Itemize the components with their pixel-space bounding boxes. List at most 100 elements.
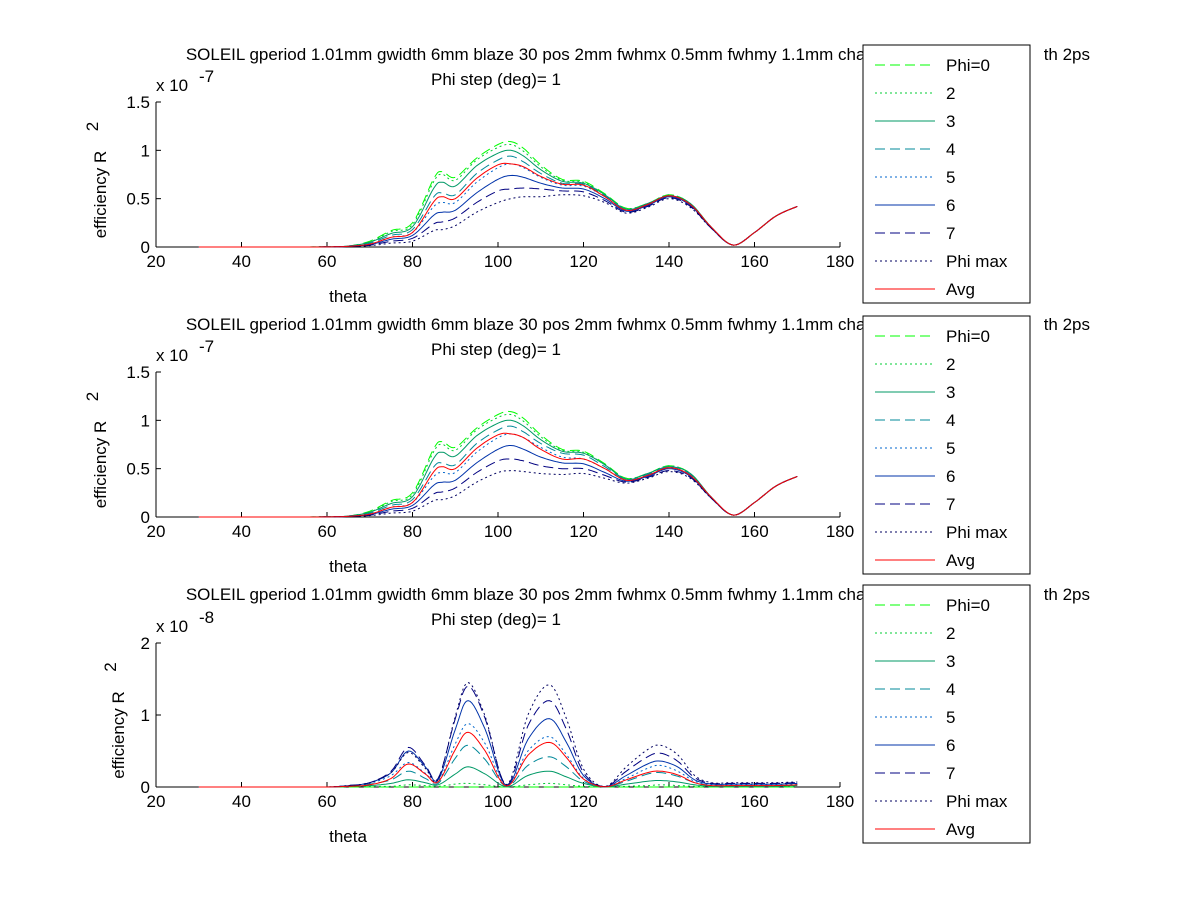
- x-tick-label: 100: [484, 522, 512, 541]
- y-axis-label-group: efficiency R 2: [83, 392, 110, 509]
- legend-label: 4: [946, 140, 955, 159]
- legend-label: Phi max: [946, 792, 1008, 811]
- legend-label: 5: [946, 439, 955, 458]
- y-axis-label-group: efficiency R 2: [83, 122, 110, 239]
- y-tick-label: 1: [141, 141, 150, 160]
- x-tick-label: 20: [147, 522, 166, 541]
- y-tick-label: 0.5: [126, 190, 150, 209]
- series-line: [198, 432, 798, 518]
- chart-subtitle: Phi step (deg)= 1: [431, 340, 561, 359]
- x-tick-label: 100: [484, 792, 512, 811]
- legend-label: 6: [946, 736, 955, 755]
- legend-label: 2: [946, 84, 955, 103]
- series-line: [198, 194, 798, 248]
- y-axis-label-sup: 2: [83, 122, 102, 131]
- plot-lines: [198, 682, 798, 788]
- series-line: [198, 187, 798, 248]
- x-axis-label: theta: [329, 827, 367, 846]
- x-tick-label: 160: [740, 792, 768, 811]
- series-line: [198, 700, 798, 788]
- legend-label: 6: [946, 196, 955, 215]
- series-line: [198, 174, 798, 248]
- legend-label: Avg: [946, 280, 975, 299]
- series-line: [198, 685, 798, 788]
- x-tick-label: 80: [403, 522, 422, 541]
- x-tick-label: 60: [318, 522, 337, 541]
- y-tick-label: 1.5: [126, 363, 150, 382]
- series-line: [198, 155, 798, 248]
- legend-label: 4: [946, 411, 955, 430]
- y-tick-label: 2: [141, 634, 150, 653]
- legend-label: 3: [946, 112, 955, 131]
- x-tick-label: 180: [826, 792, 854, 811]
- y-tick-label: 0.5: [126, 460, 150, 479]
- legend-label: 5: [946, 708, 955, 727]
- chart-subtitle: Phi step (deg)= 1: [431, 610, 561, 629]
- y-tick-label: 1.5: [126, 93, 150, 112]
- y-exponent: -7: [199, 337, 214, 356]
- y-axis-label-group: efficiency R 2: [101, 662, 128, 779]
- series-line: [198, 766, 798, 788]
- y-exponent: -8: [199, 608, 214, 627]
- chart-title-tail: th 2ps: [1044, 45, 1090, 64]
- y-tick-label: 0: [141, 508, 150, 527]
- series-line: [198, 425, 798, 518]
- legend-label: Phi=0: [946, 56, 990, 75]
- x-tick-label: 20: [147, 792, 166, 811]
- x-tick-label: 100: [484, 252, 512, 271]
- legend-box: [862, 315, 1031, 575]
- y-exponent: -7: [199, 67, 214, 86]
- legend-label: 7: [946, 764, 955, 783]
- x-tick-label: 40: [232, 252, 251, 271]
- x-tick-label: 40: [232, 522, 251, 541]
- chart-panel-1: SOLEIL gperiod 1.01mm gwidth 6mm blaze 3…: [83, 44, 1090, 306]
- series-line: [198, 458, 798, 518]
- x-axis-label: theta: [329, 557, 367, 576]
- y-multiplier: x 10: [156, 76, 188, 95]
- series-line: [198, 731, 798, 788]
- y-axis-label-sup: 2: [101, 662, 120, 671]
- legend-label: Phi=0: [946, 327, 990, 346]
- legend-label: 5: [946, 168, 955, 187]
- y-axis-label-sup: 2: [83, 392, 102, 401]
- legend-label: 3: [946, 652, 955, 671]
- y-axis-label: efficiency R: [91, 151, 110, 239]
- x-tick-label: 60: [318, 792, 337, 811]
- x-tick-label: 140: [655, 522, 683, 541]
- legend-label: 4: [946, 680, 955, 699]
- x-tick-label: 40: [232, 792, 251, 811]
- legend-label: 2: [946, 355, 955, 374]
- x-tick-label: 160: [740, 252, 768, 271]
- series-line: [198, 140, 798, 248]
- chart-panel-3: SOLEIL gperiod 1.01mm gwidth 6mm blaze 3…: [101, 584, 1090, 846]
- legend: Phi=0 2 3 4 5 6 7 Phi max Avg: [862, 315, 1031, 575]
- chart-title-tail: th 2ps: [1044, 315, 1090, 334]
- x-tick-label: 120: [569, 522, 597, 541]
- legend-label: 6: [946, 467, 955, 486]
- x-tick-label: 140: [655, 792, 683, 811]
- legend-label: Avg: [946, 820, 975, 839]
- series-line: [198, 162, 798, 248]
- legend-box: [862, 44, 1031, 304]
- series-line: [198, 445, 798, 518]
- chart-title: SOLEIL gperiod 1.01mm gwidth 6mm blaze 3…: [186, 45, 904, 64]
- legend-label: 3: [946, 383, 955, 402]
- legend: Phi=0 2 3 4 5 6 7 Phi max Avg: [862, 584, 1031, 844]
- x-tick-label: 180: [826, 522, 854, 541]
- series-line: [198, 682, 798, 788]
- plot-lines: [198, 410, 798, 518]
- chart-subtitle: Phi step (deg)= 1: [431, 70, 561, 89]
- series-line: [198, 163, 798, 248]
- y-multiplier: x 10: [156, 617, 188, 636]
- series-line: [198, 433, 798, 518]
- series-line: [198, 723, 798, 788]
- y-tick-label: 1: [141, 411, 150, 430]
- chart-panel-2: SOLEIL gperiod 1.01mm gwidth 6mm blaze 3…: [83, 315, 1090, 576]
- x-tick-label: 120: [569, 252, 597, 271]
- legend-label: Phi max: [946, 252, 1008, 271]
- x-tick-label: 80: [403, 252, 422, 271]
- y-axis-label: efficiency R: [109, 691, 128, 779]
- plot-lines: [198, 140, 798, 248]
- y-tick-label: 0: [141, 238, 150, 257]
- x-tick-label: 180: [826, 252, 854, 271]
